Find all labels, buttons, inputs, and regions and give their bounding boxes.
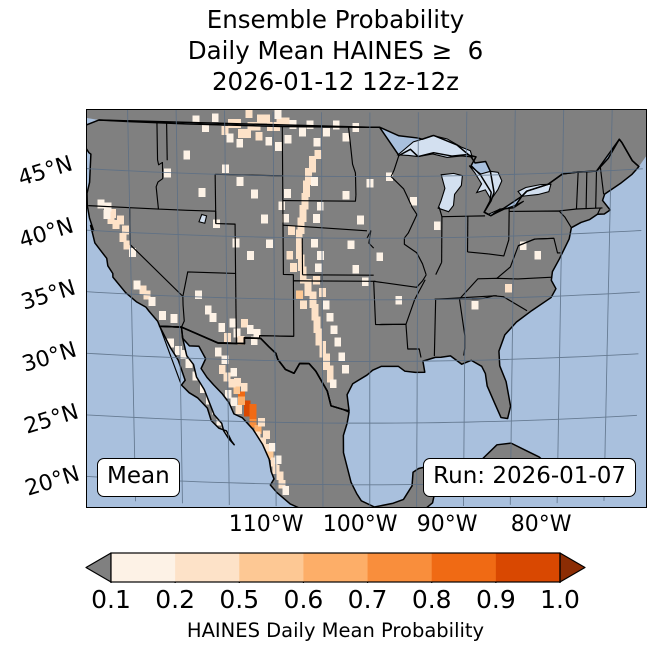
colorbar-gradient (85, 552, 586, 583)
colorbar-title: HAINES Daily Mean Probability (186, 619, 485, 642)
run-label: Run: 2026-01-07 (433, 463, 626, 489)
colorbar-tick: 0.6 (283, 585, 324, 614)
colorbar-tick: 0.8 (411, 585, 452, 614)
title-line-2: Daily Mean HAINES ≥ 6 (187, 36, 484, 65)
lat-tick-label: 35°N (17, 275, 79, 317)
member-label: Mean (107, 463, 170, 489)
map-canvas (87, 110, 646, 507)
colorbar-tick-labels: 0.1 0.2 0.5 0.6 0.7 0.8 0.9 1.0 (85, 583, 586, 617)
colorbar-tick: 1.0 (540, 585, 580, 614)
lat-tick-label: 20°N (22, 461, 83, 502)
member-label-box: Mean (97, 458, 180, 497)
lat-tick-label: 45°N (14, 151, 76, 193)
lat-tick-label: 30°N (19, 337, 80, 378)
title-line-3: 2026-01-12 12z-12z (211, 67, 460, 96)
colorbar-tick: 0.9 (475, 585, 516, 614)
map-panel[interactable]: Mean Run: 2026-01-07 (86, 109, 647, 508)
run-label-box: Run: 2026-01-07 (423, 458, 636, 497)
lat-tick-label: 40°N (16, 213, 77, 255)
colorbar-tick: 0.5 (219, 585, 260, 614)
colorbar-tick: 0.1 (91, 585, 131, 614)
page-title: Ensemble Probability Daily Mean HAINES ≥… (0, 4, 671, 97)
colorbar: 0.1 0.2 0.5 0.6 0.7 0.8 0.9 1.0 HAINES Daily Me… (0, 552, 671, 642)
lat-tick-label: 25°N (21, 399, 82, 440)
colorbar-tick: 0.7 (347, 585, 388, 614)
title-line-1: Ensemble Probability (206, 5, 465, 34)
colorbar-tick: 0.2 (155, 585, 196, 614)
